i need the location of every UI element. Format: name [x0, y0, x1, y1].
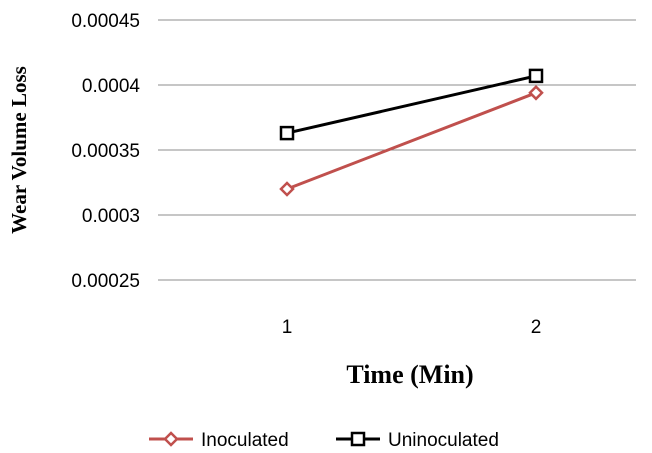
- legend-inoculated-marker: [163, 431, 179, 447]
- legend: Inoculated Uninoculated: [149, 430, 499, 451]
- legend-uninoculated-label: Uninoculated: [388, 430, 499, 451]
- y-tick-label: 0.00025: [71, 271, 140, 292]
- series-lines: [279, 68, 544, 197]
- legend-inoculated-label: Inoculated: [201, 430, 289, 451]
- x-axis-title: Time (Min): [346, 360, 473, 389]
- inoculated-data-point: [279, 181, 295, 197]
- y-axis-title: Wear Volume Loss: [7, 66, 31, 234]
- uninoculated-data-point: [528, 68, 544, 84]
- inoculated-data-point: [528, 85, 544, 101]
- legend-uninoculated-marker: [350, 431, 366, 447]
- y-tick-label: 0.00035: [71, 141, 140, 162]
- uninoculated-series-line: [286, 74, 537, 135]
- uninoculated-data-point: [279, 125, 295, 141]
- y-tick-label: 0.0004: [82, 76, 141, 97]
- y-tick-label: 0.00045: [71, 11, 140, 32]
- gridlines: [158, 19, 636, 281]
- y-axis-tick-labels: 0.00025 0.0003 0.00035 0.0004 0.00045: [71, 11, 140, 292]
- x-tick-label: 2: [531, 317, 542, 338]
- inoculated-series-line: [286, 91, 537, 191]
- y-tick-label: 0.0003: [82, 206, 140, 227]
- x-tick-label: 1: [282, 317, 293, 338]
